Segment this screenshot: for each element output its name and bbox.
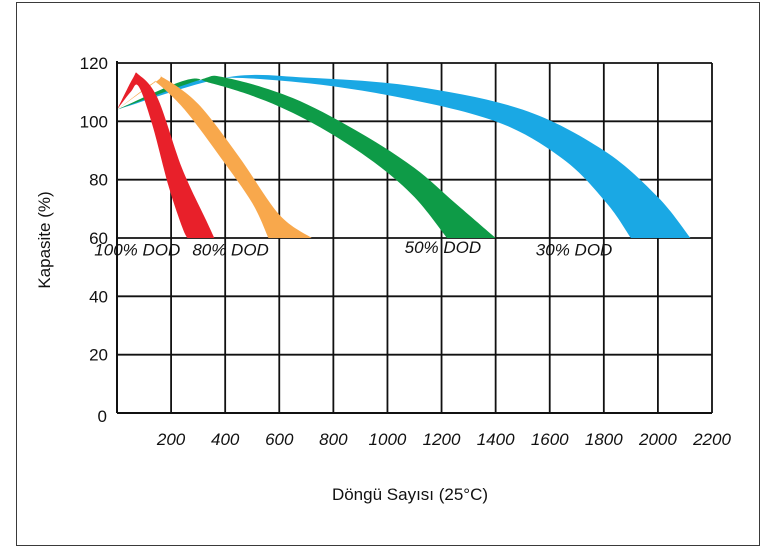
series-band-100-dod (117, 72, 215, 239)
series-annotation: 50% DOD (405, 238, 482, 257)
x-tick-label: 1200 (423, 430, 461, 449)
series-layer (117, 72, 691, 239)
x-tick-label: 1600 (531, 430, 569, 449)
x-tick-label: 200 (156, 430, 186, 449)
y-tick-label: 80 (89, 171, 108, 190)
series-band-30-dod (117, 74, 691, 238)
x-tick-labels: 200 400 600 800 1000 1200 1400 1600 1800 2000 2200 (156, 430, 732, 449)
x-tick-label: 2000 (638, 430, 677, 449)
y-tick-label: 20 (89, 346, 108, 365)
y-tick-label: 0 (98, 407, 107, 426)
axes (116, 61, 712, 414)
y-tick-label: 100 (80, 112, 108, 131)
x-tick-label: 800 (319, 430, 348, 449)
series-annotation: 100% DOD (94, 241, 180, 260)
y-axis-label: Kapasite (%) (35, 191, 54, 288)
x-tick-label: 1400 (477, 430, 515, 449)
x-axis-label: Döngü Sayısı (25°C) (332, 485, 488, 504)
x-tick-label: 1000 (369, 430, 407, 449)
x-tick-label: 1800 (585, 430, 623, 449)
series-band-80-dod (117, 75, 312, 238)
series-band-50-dod (117, 75, 496, 238)
x-tick-label: 600 (265, 430, 294, 449)
x-tick-label: 400 (211, 430, 240, 449)
y-tick-labels: 0 20 40 60 80 100 120 (80, 54, 108, 426)
annotations: 100% DOD 80% DOD 50% DOD 30% DOD (94, 238, 612, 260)
y-tick-label: 120 (80, 54, 108, 73)
x-tick-label: 2200 (692, 430, 731, 449)
y-tick-label: 60 (89, 229, 108, 248)
series-annotation: 80% DOD (192, 241, 269, 260)
series-annotation: 30% DOD (536, 241, 613, 260)
y-tick-label: 40 (89, 287, 108, 306)
